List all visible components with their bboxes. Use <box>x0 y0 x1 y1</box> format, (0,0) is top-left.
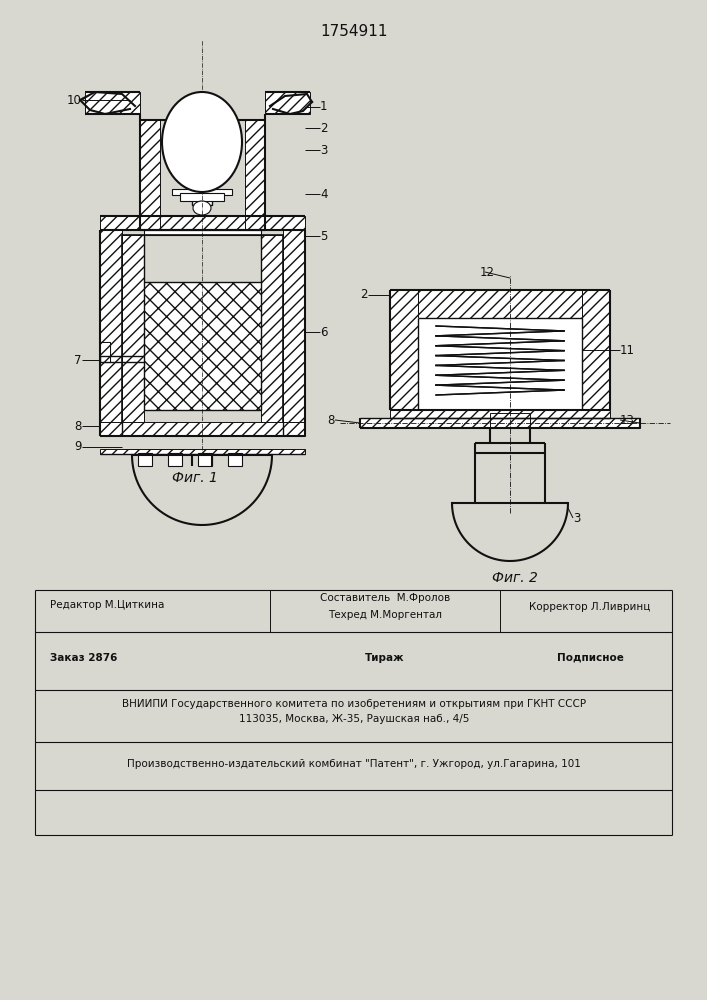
Bar <box>122 235 144 422</box>
Text: 2: 2 <box>361 288 368 302</box>
Bar <box>245 120 265 230</box>
Bar <box>390 410 610 418</box>
Bar <box>180 193 224 201</box>
Bar <box>168 453 182 466</box>
Bar <box>261 235 283 422</box>
Bar <box>436 326 564 395</box>
Ellipse shape <box>162 92 242 192</box>
Bar <box>390 290 418 410</box>
Text: 4: 4 <box>320 188 327 200</box>
Text: 13: 13 <box>620 414 635 426</box>
Text: Редактор М.Циткина: Редактор М.Циткина <box>50 600 164 610</box>
Bar <box>140 120 160 230</box>
Text: Производственно-издательский комбинат "Патент", г. Ужгород, ул.Гагарина, 101: Производственно-издательский комбинат "П… <box>127 759 581 769</box>
Text: 113035, Москва, Ж-35, Раушская наб., 4/5: 113035, Москва, Ж-35, Раушская наб., 4/5 <box>239 714 469 724</box>
Bar <box>265 92 310 114</box>
Bar <box>418 290 582 318</box>
Bar <box>198 453 212 466</box>
Text: Заказ 2876: Заказ 2876 <box>50 653 117 663</box>
Text: 9: 9 <box>74 440 82 454</box>
Text: Техред М.Моргентал: Техред М.Моргентал <box>328 610 442 620</box>
Bar <box>100 230 122 422</box>
Bar <box>85 92 140 114</box>
Bar <box>582 290 610 410</box>
Bar <box>192 120 212 205</box>
Bar <box>283 230 305 422</box>
Bar <box>228 453 242 466</box>
Bar <box>418 318 582 410</box>
Bar <box>138 453 152 466</box>
Text: 8: 8 <box>75 420 82 432</box>
Bar <box>100 449 305 454</box>
Text: Составитель  М.Фролов: Составитель М.Фролов <box>320 593 450 603</box>
Text: 1: 1 <box>320 101 327 113</box>
Text: Фиг. 2: Фиг. 2 <box>492 571 538 585</box>
Bar <box>100 216 305 230</box>
Text: 7: 7 <box>74 354 82 366</box>
Text: 6: 6 <box>320 326 327 338</box>
Bar <box>490 413 530 428</box>
Text: 1754911: 1754911 <box>320 24 387 39</box>
Bar <box>360 418 640 428</box>
Text: 3: 3 <box>320 143 327 156</box>
Text: 5: 5 <box>320 230 327 242</box>
Bar <box>100 342 110 362</box>
Bar <box>180 105 224 120</box>
Bar <box>172 189 232 195</box>
Text: Подписное: Подписное <box>556 653 624 663</box>
Text: 12: 12 <box>480 265 495 278</box>
Text: 11: 11 <box>620 344 635 357</box>
Text: 3: 3 <box>573 512 580 524</box>
Bar <box>100 342 110 362</box>
Text: Фиг. 1: Фиг. 1 <box>172 471 218 485</box>
Bar <box>144 230 261 235</box>
Text: ВНИИПИ Государственного комитета по изобретениям и открытиям при ГКНТ СССР: ВНИИПИ Государственного комитета по изоб… <box>122 699 586 709</box>
Text: 2: 2 <box>320 121 327 134</box>
Text: 10: 10 <box>67 94 82 106</box>
Text: Тираж: Тираж <box>366 653 404 663</box>
Text: 8: 8 <box>327 414 335 426</box>
Bar <box>144 282 261 410</box>
Text: Корректор Л.Ливринц: Корректор Л.Ливринц <box>530 602 650 612</box>
Ellipse shape <box>193 201 211 215</box>
Bar <box>100 422 305 436</box>
